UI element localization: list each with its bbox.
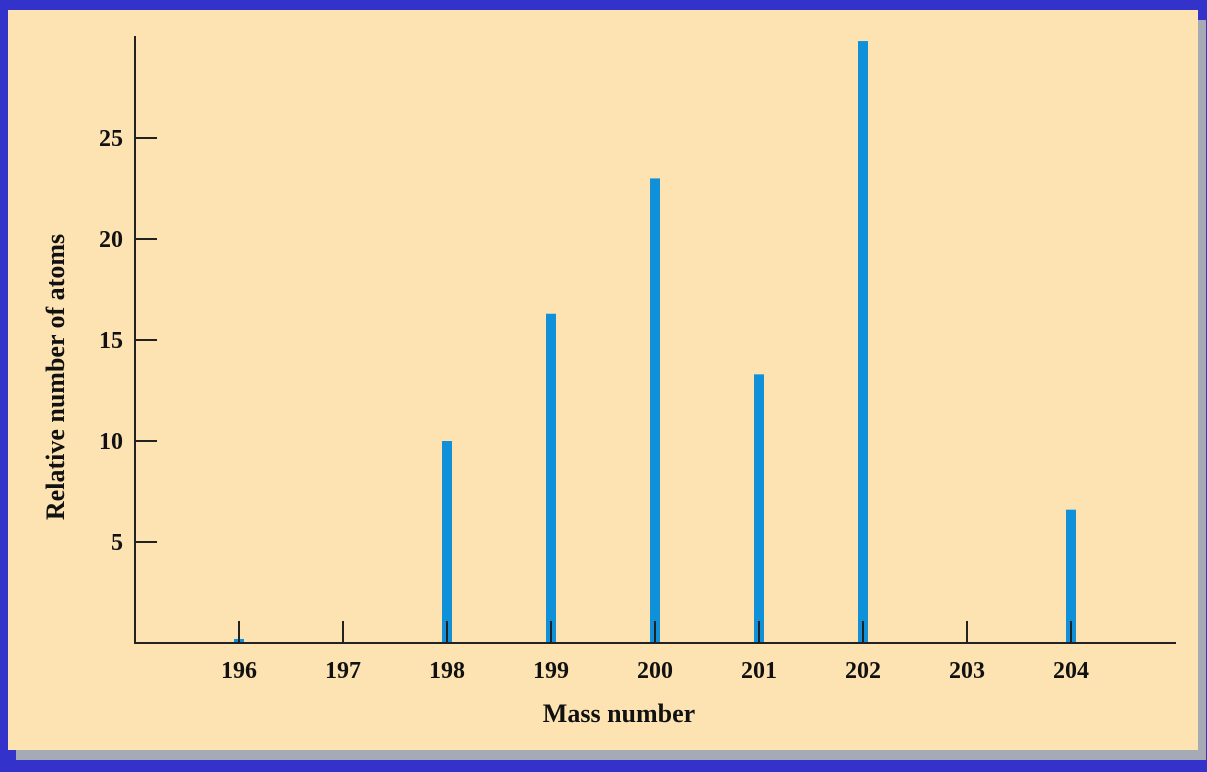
bar-202 <box>858 41 868 644</box>
bars-group <box>234 41 1076 644</box>
y-tick-label-25: 25 <box>99 126 123 152</box>
x-tick-label-202: 202 <box>845 658 881 684</box>
y-tick-label-5: 5 <box>111 530 123 556</box>
bar-198 <box>442 441 452 643</box>
y-axis-title: Relative number of atoms <box>41 234 70 520</box>
bar-201 <box>754 374 764 643</box>
y-tick-label-15: 15 <box>99 328 123 354</box>
x-axis-title: Mass number <box>543 699 695 728</box>
x-tick-label-196: 196 <box>221 658 257 684</box>
x-tick-label-197: 197 <box>325 658 361 684</box>
ticks-group: 196 197 198 199 200 201 202 203 204 5 10 15 20 25 <box>99 126 1089 684</box>
x-tick-label-199: 199 <box>533 658 569 684</box>
y-tick-label-20: 20 <box>99 227 123 253</box>
x-tick-label-200: 200 <box>637 658 673 684</box>
bar-199 <box>546 313 556 643</box>
x-tick-label-204: 204 <box>1053 658 1089 684</box>
x-tick-label-201: 201 <box>741 658 777 684</box>
bar-204 <box>1066 509 1076 643</box>
bar-200 <box>650 178 660 643</box>
x-tick-label-198: 198 <box>429 658 465 684</box>
x-tick-label-203: 203 <box>949 658 985 684</box>
y-tick-label-10: 10 <box>99 429 123 455</box>
chart-panel <box>8 10 1198 750</box>
